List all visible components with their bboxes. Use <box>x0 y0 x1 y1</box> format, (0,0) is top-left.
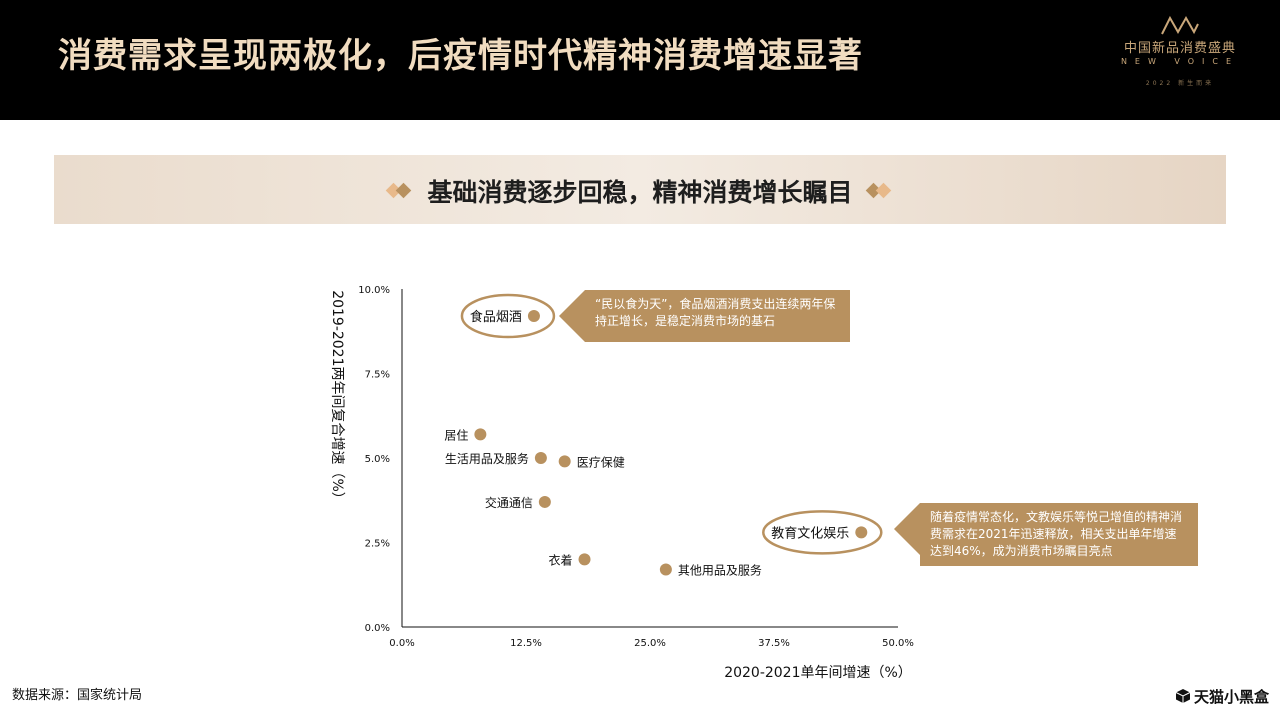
data-point-group: 医疗保健 <box>558 455 625 469</box>
black-box-icon <box>1175 689 1191 703</box>
y-tick-label: 2.5% <box>365 539 390 550</box>
x-tick-label: 25.0% <box>634 638 666 649</box>
data-point <box>659 563 672 576</box>
data-point <box>578 553 591 566</box>
chart-axes <box>401 289 898 628</box>
highlight-ellipse <box>460 293 556 339</box>
data-point-group: 交通通信 <box>485 495 551 510</box>
data-point <box>474 428 487 441</box>
y-tick-label: 0.0% <box>365 623 390 634</box>
data-label: 交通通信 <box>485 495 533 510</box>
brand-block: 中国新品消费盛典 NEW VOICE 2022 新生而来 <box>1112 14 1248 104</box>
data-point <box>527 310 540 323</box>
page-title: 消费需求呈现两极化，后疫情时代精神消费增速显著 <box>58 36 863 76</box>
data-point-group: 生活用品及服务 <box>445 451 547 466</box>
data-label: 生活用品及服务 <box>445 451 529 466</box>
callout-education-text: 随着疫情常态化，文教娱乐等悦己增值的精神消费需求在2021年迅速释放，相关支出单… <box>930 510 1183 558</box>
data-point <box>534 452 547 464</box>
data-label: 其他用品及服务 <box>678 563 762 578</box>
data-source: 数据来源：国家统计局 <box>12 688 143 703</box>
x-tick-label: 37.5% <box>758 638 790 649</box>
x-tick-label: 12.5% <box>510 638 542 649</box>
data-label: 食品烟酒 <box>470 309 522 325</box>
brand-name: 中国新品消费盛典 <box>1123 41 1236 56</box>
data-point <box>855 526 868 539</box>
y-tick-label: 5.0% <box>365 454 390 465</box>
data-point <box>558 455 571 468</box>
callout-food-text: “民以食为天”，食品烟酒消费支出连续两年保持正增长，是稳定消费市场的基石 <box>595 297 836 328</box>
header-bar: 消费需求呈现两极化，后疫情时代精神消费增速显著 中国新品消费盛典 NEW VOI… <box>0 0 1280 120</box>
data-point-group: 食品烟酒 <box>460 293 556 339</box>
section-banner: 基础消费逐步回稳，精神消费增长瞩目 <box>54 155 1226 224</box>
brand-logo-icon <box>1161 15 1199 35</box>
footer-brand-name: 天猫小黑盒 <box>1194 688 1270 706</box>
x-tick-label: 0.0% <box>389 638 414 649</box>
data-point-group: 衣着 <box>549 552 591 567</box>
data-label: 衣着 <box>549 552 573 567</box>
brand-english: NEW VOICE <box>1120 57 1240 66</box>
chart-ticks: 0.0% 12.5% 25.0% 37.5% 50.0% 0.0% 2.5% 5.0% 7.5%… <box>358 285 914 649</box>
data-point-group: 居住 <box>444 428 487 442</box>
data-point-group: 教育文化娱乐 <box>762 510 883 555</box>
y-tick-label: 10.0% <box>358 285 390 296</box>
brand-year: 2022 新生而来 <box>1145 80 1215 87</box>
data-label: 居住 <box>444 428 468 442</box>
data-label: 教育文化娱乐 <box>771 525 849 541</box>
banner-title: 基础消费逐步回稳，精神消费增长瞩目 <box>427 178 853 207</box>
highlight-ellipse <box>762 510 883 555</box>
footer-brand: 天猫小黑盒 <box>1175 686 1269 707</box>
data-label: 医疗保健 <box>577 455 625 469</box>
data-point <box>538 495 551 508</box>
y-axis-label: 2019-2021两年间复合增速（%） <box>329 290 346 506</box>
x-tick-label: 50.0% <box>882 638 914 649</box>
x-axis-label: 2020-2021单年间增速（%） <box>724 665 912 681</box>
y-tick-label: 7.5% <box>365 370 390 381</box>
data-point-group: 其他用品及服务 <box>659 563 762 578</box>
